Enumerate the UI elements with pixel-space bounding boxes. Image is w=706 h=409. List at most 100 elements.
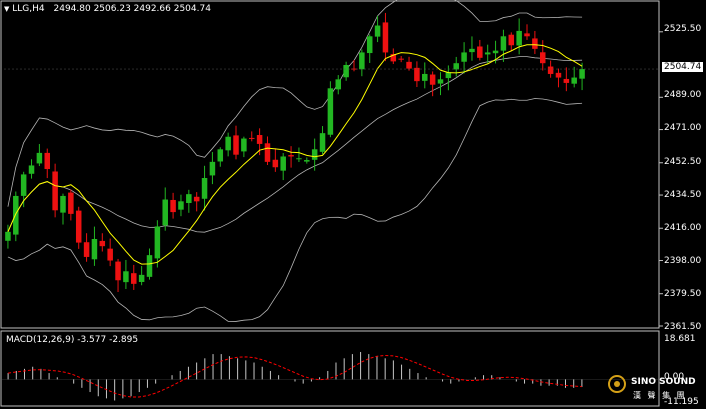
price-axis-label: 2434.50 <box>664 190 702 200</box>
candle-body <box>131 273 137 284</box>
candle-body <box>170 199 176 213</box>
price-axis-label: 2379.50 <box>664 289 702 299</box>
candle-body <box>5 231 11 241</box>
candle-body <box>272 159 279 168</box>
candle-body <box>563 78 570 83</box>
candle-body <box>28 165 35 174</box>
candle-body <box>209 161 216 176</box>
current-price-tag: 2504.74 <box>662 62 704 72</box>
candle-body <box>178 201 184 210</box>
logo-subtext: 漢 聲 集 團 <box>633 391 687 400</box>
main-chart-frame <box>0 0 660 329</box>
candle-body <box>296 158 302 160</box>
macd-axis-label: 18.681 <box>664 334 696 344</box>
candle-body <box>422 73 428 81</box>
moving-average <box>7 44 583 265</box>
upper-band <box>7 0 583 207</box>
candle-body <box>264 143 271 162</box>
macd-panel-frame <box>0 330 660 407</box>
candle-body <box>83 242 90 257</box>
candle-body <box>248 137 255 139</box>
price-axis <box>4 31 663 327</box>
bollinger-bands <box>7 0 583 322</box>
candle-body <box>437 79 444 84</box>
candle-body <box>343 64 349 78</box>
candle-body <box>233 135 239 155</box>
candle-body <box>555 72 562 78</box>
candle-body <box>256 135 263 144</box>
candle-body <box>36 152 43 164</box>
dropdown-icon[interactable]: ▼ <box>4 5 10 13</box>
candle-body <box>319 133 326 152</box>
candle-body <box>445 72 452 79</box>
candle-body <box>311 149 318 160</box>
candle-body <box>500 36 507 51</box>
candle-body <box>516 30 522 46</box>
candle-body <box>539 52 546 64</box>
price-axis-label: 2416.00 <box>664 223 702 233</box>
candle-body <box>359 52 365 70</box>
candle-body <box>146 255 153 277</box>
price-axis-label: 2525.50 <box>664 24 702 34</box>
price-axis-label: 2452.50 <box>664 157 702 167</box>
price-axis-label: 2489.00 <box>664 90 702 100</box>
candle-body <box>453 63 459 70</box>
candle-body <box>390 54 397 62</box>
candle-body <box>99 240 106 247</box>
candle-body <box>398 58 404 60</box>
candle-body <box>44 152 51 170</box>
candle-body <box>193 196 200 202</box>
candle-body <box>366 36 373 54</box>
candle-body <box>327 88 334 135</box>
symbol-label: LLG,H4 <box>12 4 45 14</box>
chart-header: ▼ LLG,H4 2494.80 2506.23 2492.66 2504.74 <box>4 4 211 14</box>
price-axis-label: 2361.50 <box>664 322 702 332</box>
candle-body <box>477 46 483 58</box>
candle-body <box>186 194 192 204</box>
macd-signal-line <box>8 354 582 398</box>
candle-body <box>75 210 82 243</box>
candle-body <box>492 50 499 54</box>
candle-body <box>115 261 121 281</box>
candle-body <box>484 52 491 55</box>
candle-body <box>225 136 231 151</box>
candle-body <box>107 248 113 261</box>
moving-average-line <box>7 44 583 265</box>
candlesticks <box>5 12 585 293</box>
candle-body <box>406 61 412 69</box>
candle-body <box>68 192 74 214</box>
candle-body <box>162 199 168 226</box>
sino-sound-logo-icon <box>607 374 627 394</box>
candle-body <box>52 171 58 211</box>
candle-body <box>201 178 208 199</box>
price-axis-label: 2398.00 <box>664 256 702 266</box>
candle-body <box>382 22 389 53</box>
macd-label: MACD(12,26,9) -3.577 -2.895 <box>6 335 139 345</box>
logo-text: SINO SOUND <box>631 377 696 387</box>
price-axis-label: 2471.00 <box>664 123 702 133</box>
candle-body <box>138 274 145 282</box>
candle-body <box>579 69 585 79</box>
candle-body <box>20 174 27 196</box>
candle-body <box>571 77 577 84</box>
candle-body <box>461 52 467 62</box>
candle-body <box>288 155 294 157</box>
macd-axis-label: 0.00 <box>664 372 685 382</box>
candle-body <box>469 48 475 53</box>
middle-band <box>7 56 583 233</box>
candle-body <box>91 238 98 260</box>
candle-body <box>13 195 19 235</box>
candle-body <box>532 38 538 49</box>
candle-body <box>60 195 66 213</box>
candle-body <box>304 160 310 162</box>
candle-body <box>154 226 161 259</box>
candle-body <box>241 138 247 152</box>
macd-axis-label: -11.195 <box>664 397 699 407</box>
lower-band <box>7 98 583 322</box>
candle-body <box>508 34 515 46</box>
candle-body <box>429 74 436 85</box>
ohlc-values: 2494.80 2506.23 2492.66 2504.74 <box>53 4 211 14</box>
candle-body <box>217 149 224 162</box>
candle-body <box>547 66 554 74</box>
